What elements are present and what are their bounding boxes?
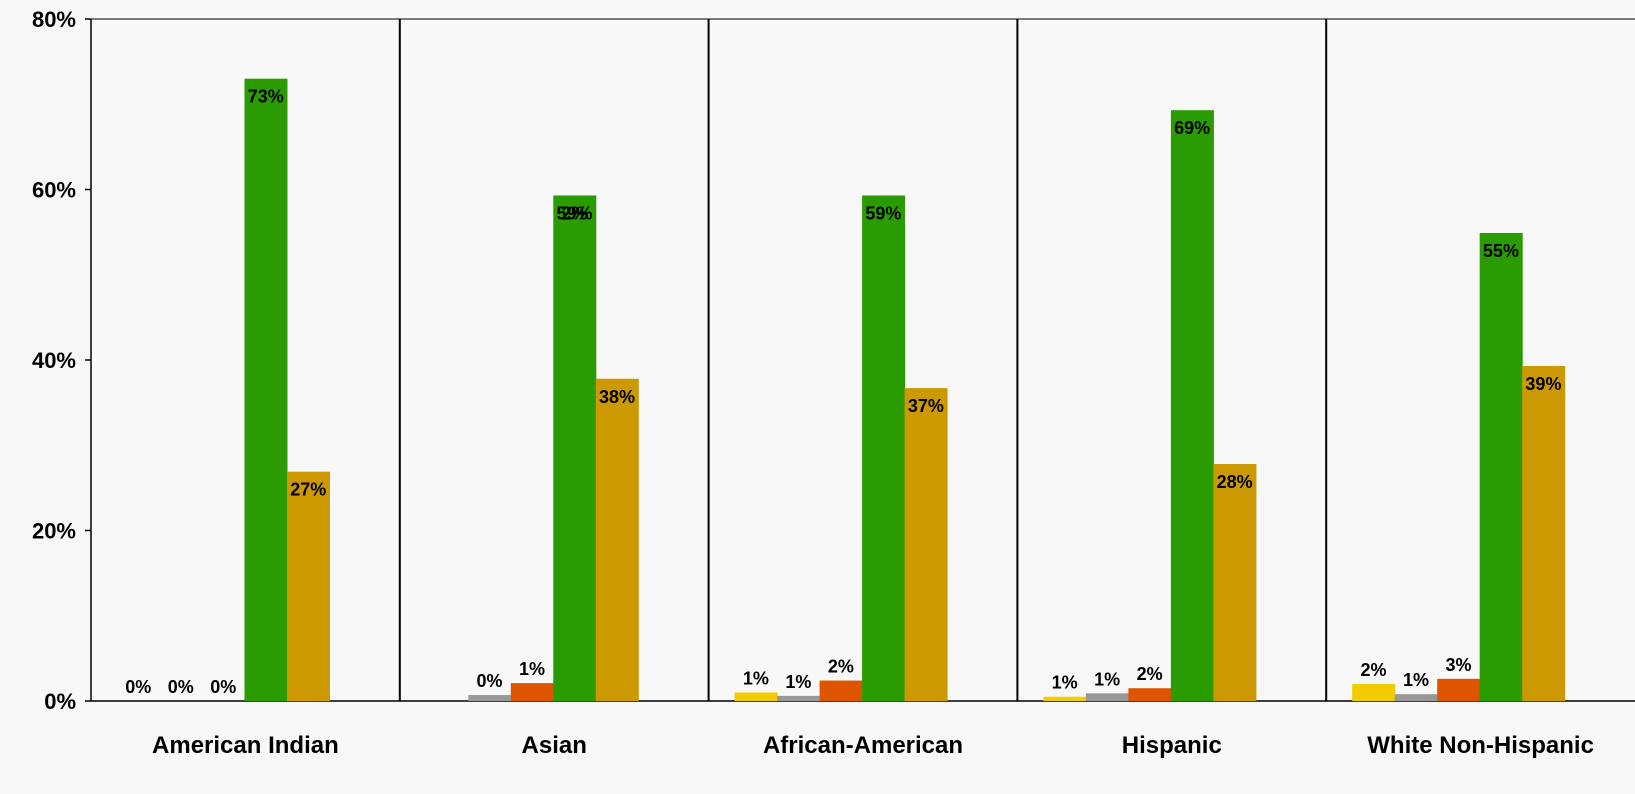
bar-label: 69% [1174, 118, 1210, 138]
bar [777, 695, 821, 701]
bar-label: 2% [1137, 664, 1163, 684]
bar-label: 59% [557, 203, 593, 223]
bar-label: 1% [785, 672, 811, 692]
bar [1043, 696, 1087, 701]
y-tick-label: 0% [44, 689, 76, 714]
bar [468, 695, 512, 701]
bar [510, 683, 554, 701]
y-tick-label: 80% [32, 7, 76, 32]
bar [1170, 110, 1214, 701]
bar-label: 2% [562, 203, 588, 223]
bar-label: 2% [1360, 660, 1386, 680]
bar [1213, 464, 1257, 701]
category-label: African-American [763, 732, 963, 759]
category-label: American Indian [152, 732, 339, 759]
bar [1522, 365, 1566, 701]
bar [1479, 232, 1523, 702]
y-tick-label: 40% [32, 348, 76, 373]
category-labels: American Indian Asian African-American Hisp… [152, 732, 1594, 759]
bar [287, 471, 330, 701]
bar-label: 1% [1094, 669, 1120, 689]
bar [1437, 678, 1481, 701]
bar-label: 73% [248, 87, 284, 107]
y-tick-label: 60% [32, 178, 76, 203]
bar-label: 1% [1052, 673, 1078, 693]
bar [734, 692, 778, 701]
bar-label: 2% [828, 657, 854, 677]
bar-label: 38% [599, 387, 635, 407]
bar-label: 0% [125, 677, 151, 697]
bar-label: 27% [290, 480, 326, 500]
y-tick-labels: 0% 20% 40% 60% 80% [32, 7, 76, 714]
bar-label: 37% [908, 396, 944, 416]
bar-label: 39% [1525, 374, 1561, 394]
bar [819, 680, 863, 701]
category-label: White Non-Hispanic [1367, 732, 1594, 759]
category-label: Asian [522, 732, 587, 759]
bar [595, 378, 639, 701]
bar-label: 59% [865, 203, 901, 223]
bar [1085, 693, 1129, 701]
bar [553, 195, 597, 701]
bar [1352, 683, 1396, 701]
bar-label: 28% [1217, 472, 1253, 492]
category-label: Hispanic [1122, 732, 1222, 759]
bar-label: 3% [1445, 655, 1471, 675]
y-tick-label: 20% [32, 519, 76, 544]
bars [244, 78, 1566, 702]
bar-label: 55% [1483, 241, 1519, 261]
bar [244, 78, 288, 702]
bar-label: 1% [519, 659, 545, 679]
bar [1394, 694, 1438, 701]
bar-label: 0% [168, 677, 194, 697]
bar [904, 388, 948, 701]
bar [1128, 688, 1172, 701]
bar-labels: 0% 0% 0%73%27%0%1%2%38%1% 1%2%59%37%1% 1% 2%6… [125, 87, 1561, 697]
bar [862, 195, 906, 701]
bar-label: 1% [1403, 670, 1429, 690]
bar-label: 0% [477, 671, 503, 691]
bar-label: 0% [210, 677, 236, 697]
bar-label: 1% [743, 668, 769, 688]
